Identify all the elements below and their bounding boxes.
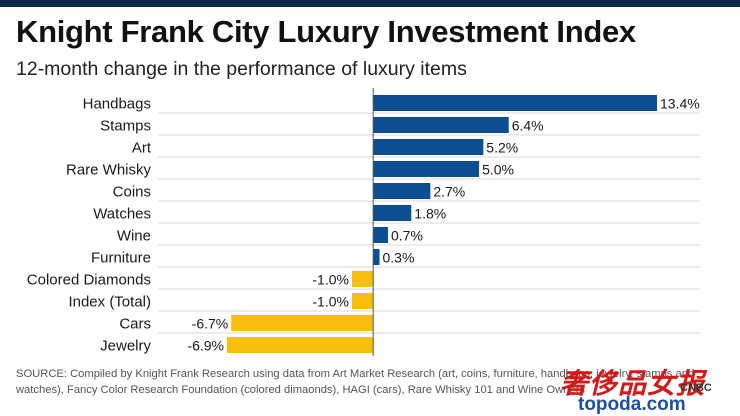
- data-label: 1.8%: [414, 206, 446, 222]
- bar-art: [373, 139, 484, 155]
- category-label: Wine: [117, 228, 151, 245]
- bar-rare-whisky: [373, 161, 480, 177]
- data-label: 5.0%: [482, 162, 514, 178]
- data-label: -6.9%: [187, 338, 224, 354]
- data-label: -6.7%: [192, 316, 229, 332]
- data-label: 5.2%: [486, 140, 518, 156]
- bar-colored-diamonds: [351, 271, 374, 287]
- category-label: Coins: [113, 184, 151, 201]
- bar-coins: [373, 183, 431, 199]
- category-label: Art: [132, 140, 152, 157]
- bar-jewelry: [227, 337, 374, 353]
- category-label: Handbags: [83, 96, 151, 113]
- category-label: Rare Whisky: [66, 162, 152, 179]
- category-label: Stamps: [100, 118, 151, 135]
- cnbc-logo: CNBC: [680, 382, 712, 394]
- data-label: 6.4%: [512, 118, 544, 134]
- chart-subtitle: 12-month change in the performance of lu…: [16, 58, 467, 80]
- category-label: Colored Diamonds: [27, 272, 151, 289]
- bar-index-total: [351, 293, 374, 309]
- data-label: 2.7%: [433, 184, 465, 200]
- watermark-url: topoda.com: [578, 394, 686, 415]
- bar-furniture: [373, 249, 380, 265]
- data-label: -1.0%: [312, 272, 349, 288]
- bar-chart: Handbags 13.4% Stamps 6.4% Art 5.2% Rare Whisk…: [27, 88, 700, 356]
- category-label: Watches: [93, 206, 151, 223]
- chart-title: Knight Frank City Luxury Investment Inde…: [16, 14, 636, 49]
- source-note: SOURCE: Compiled by Knight Frank Researc…: [16, 368, 695, 396]
- bar-watches: [373, 205, 412, 221]
- bar-stamps: [373, 117, 509, 133]
- category-label: Cars: [119, 316, 151, 333]
- data-label: -1.0%: [312, 294, 349, 310]
- category-label: Index (Total): [68, 294, 151, 311]
- watermark-logo-text: 奢侈品女报: [560, 367, 706, 400]
- bar-wine: [373, 227, 388, 243]
- top-color-bar: [0, 0, 740, 7]
- bar-handbags: [373, 95, 657, 111]
- category-label: Furniture: [91, 250, 151, 267]
- data-label: 13.4%: [660, 96, 700, 112]
- data-label: 0.3%: [383, 250, 415, 266]
- category-label: Jewelry: [100, 338, 151, 355]
- bar-cars: [231, 315, 374, 331]
- data-label: 0.7%: [391, 228, 423, 244]
